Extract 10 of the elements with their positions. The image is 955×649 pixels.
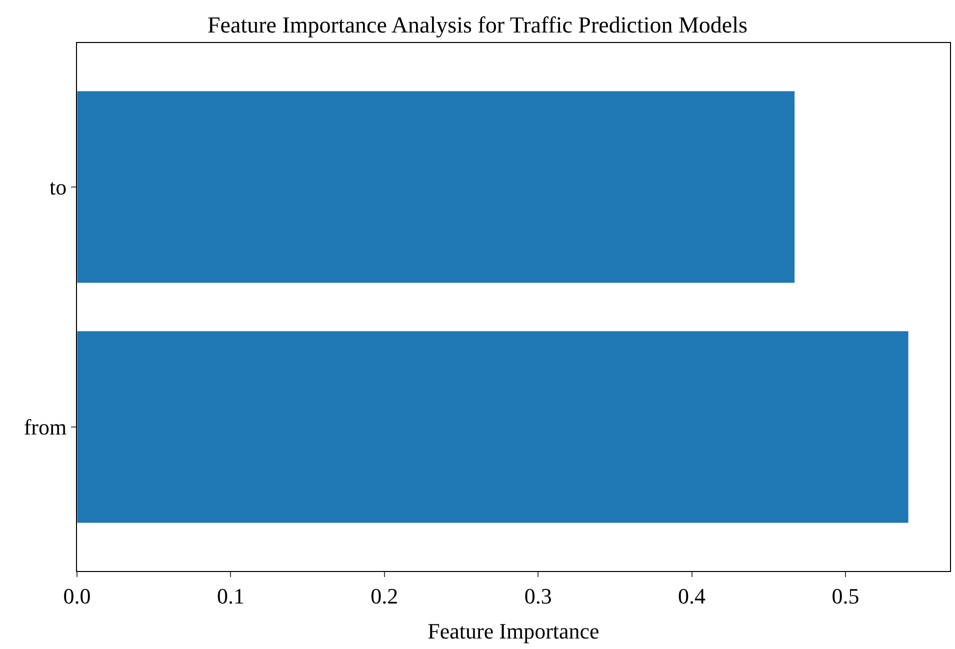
x-tick-label: 0.5 [832, 583, 860, 608]
y-tick-label: from [24, 414, 67, 440]
x-tick-label: 0.2 [370, 583, 398, 608]
chart-title: Feature Importance Analysis for Traffic Prediction Models [208, 12, 748, 38]
x-tick-label: 0.4 [678, 583, 706, 608]
x-tick-label: 0.0 [63, 583, 91, 608]
x-axis-title: Feature Importance [428, 618, 600, 644]
x-tick-label: 0.1 [216, 583, 244, 608]
y-tick-label: to [49, 174, 67, 200]
x-tick-label: 0.3 [524, 583, 552, 608]
